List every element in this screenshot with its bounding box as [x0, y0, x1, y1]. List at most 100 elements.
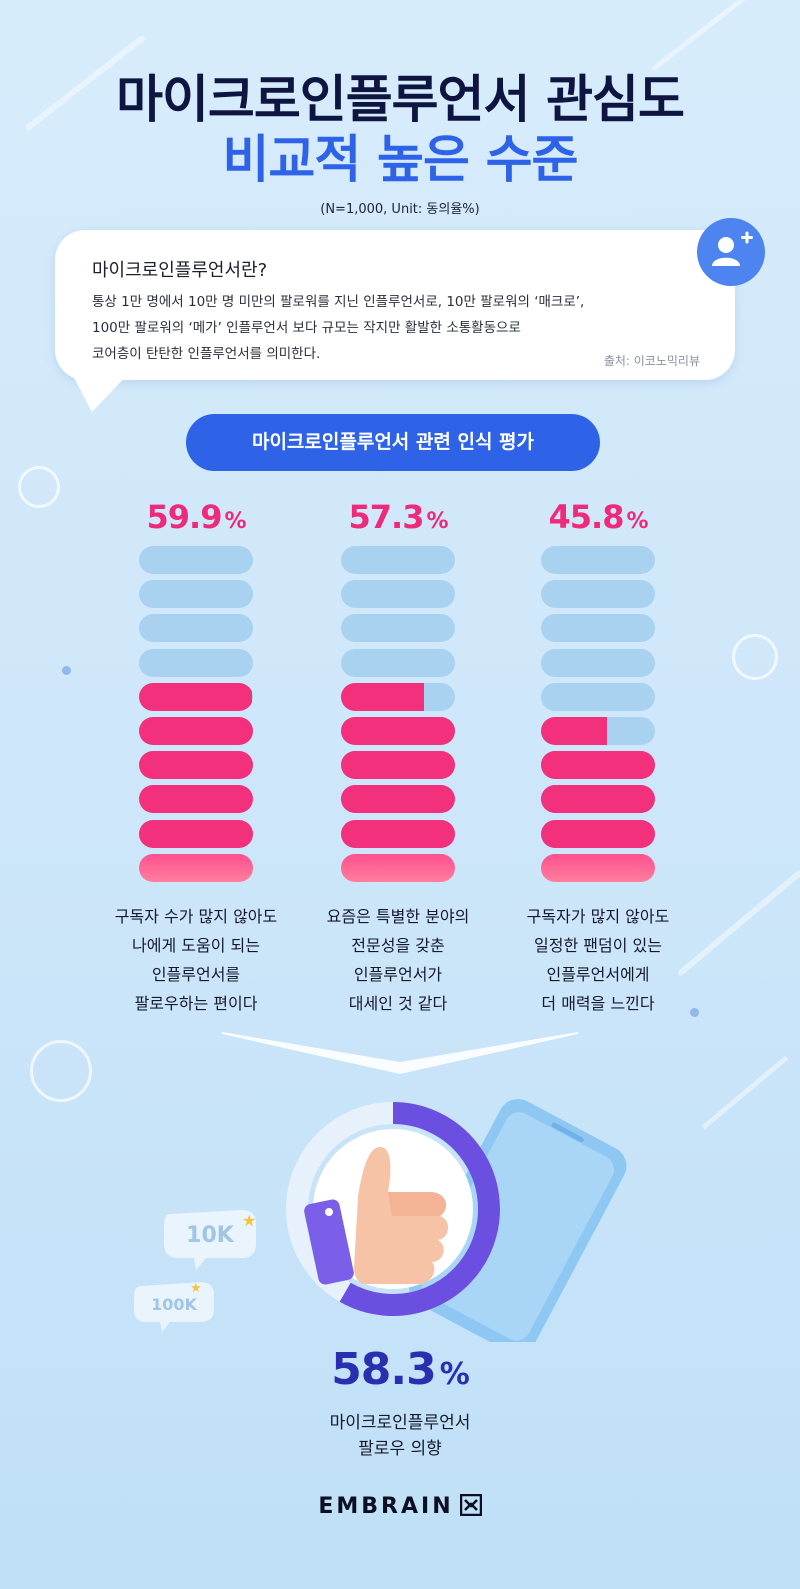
bar-segment: [541, 648, 655, 677]
brand-logo: EMBRAIN: [0, 1494, 800, 1519]
bar-segment: [139, 614, 253, 643]
bar-segment-fill: [341, 853, 455, 882]
decor-ring: [18, 466, 60, 508]
bar-segment: [139, 682, 253, 711]
caption-line: 구독자 수가 많지 않아도: [114, 907, 278, 926]
bar-segment-fill: [541, 751, 655, 780]
bar-segment-fill: [139, 853, 253, 882]
badge-10k: 10K ★: [164, 1210, 256, 1270]
summary-label: 마이크로인플루언서: [329, 1413, 471, 1433]
donut-arc: [339, 1102, 500, 1316]
bar-caption: 구독자가 많지 않아도 일정한 팬덤이 있는 인플루언서에게 더 매력을 느낀다: [488, 902, 708, 1018]
bar-segment: [541, 682, 655, 711]
bar-segment: [139, 819, 253, 848]
bar-segment-fill: [541, 853, 655, 882]
bar-segment: [139, 648, 253, 677]
star-icon: ★: [242, 1211, 256, 1230]
bar-segment-fill: [541, 819, 655, 848]
bar-segment: [341, 853, 455, 882]
bar-segment: [139, 717, 253, 745]
caption-line: 나에게 도움이 되는: [132, 936, 260, 955]
add-user-icon: [697, 218, 765, 286]
bar-column: [341, 546, 455, 888]
bar-column: [541, 546, 655, 888]
definition-line: 통상 1만 명에서 10만 명 미만의 팔로워를 지닌 인플루언서로, 10만 …: [92, 294, 585, 310]
bar-segment-fill: [139, 785, 253, 814]
badge-100k: 100K ★: [134, 1281, 214, 1332]
page-title: 마이크로인플루언서 관심도: [116, 71, 685, 130]
page-subtitle-highlight: 비교적 높은 수준: [222, 131, 579, 190]
summary-label: 팔로우 의향: [358, 1439, 442, 1459]
decor-ring: [732, 634, 778, 680]
sample-note: (N=1,000, Unit: 동의율%): [320, 202, 480, 217]
bar-segment: [139, 853, 253, 882]
caption-line: 대세인 것 같다: [348, 994, 448, 1013]
bar-segment: [139, 580, 253, 609]
bar-segment: [341, 682, 455, 711]
bar-segment-fill: [541, 717, 608, 745]
brand-name: EMBRAIN: [318, 1494, 454, 1519]
bar-segment: [341, 751, 455, 780]
bar-segment-fill: [341, 819, 455, 848]
definition-line: 100만 팔로워의 ‘메가’ 인플루언서 보다 규모는 작지만 활발한 소통활동…: [92, 320, 521, 336]
bar-value-label: 45.8%: [548, 498, 649, 536]
caption-line: 구독자가 많지 않아도: [526, 907, 670, 926]
bar-value-label: 57.3%: [348, 498, 449, 536]
bar-segment-fill: [341, 717, 455, 745]
decor-dot: [62, 666, 71, 675]
bar-segment: [541, 853, 655, 882]
bar-segment-fill: [139, 751, 253, 780]
definition-bubble: [55, 230, 735, 380]
bar-segment: [541, 751, 655, 780]
bar-segment-fill: [341, 751, 455, 780]
caption-line: 인플루언서에게: [546, 965, 650, 984]
caption-line: 요즘은 특별한 분야의: [326, 907, 470, 926]
definition-heading: 마이크로인플루언서란?: [92, 260, 268, 281]
section-divider: [222, 1032, 578, 1074]
bubble-tail: [70, 370, 132, 412]
bar-segment: [541, 614, 655, 643]
embrain-logo-icon: [459, 1494, 482, 1516]
bar-segment: [139, 751, 253, 780]
bar-segment: [341, 546, 455, 574]
bar-segment: [541, 717, 655, 745]
bar-segment: [139, 785, 253, 814]
badge-100k-text: 100K: [151, 1295, 197, 1314]
star-icon: ★: [190, 1281, 202, 1296]
caption-line: 전문성을 갖춘: [351, 936, 445, 955]
bar-segment: [341, 648, 455, 677]
bar-segment: [541, 819, 655, 848]
summary-value: 58.3%: [331, 1344, 470, 1395]
caption-line: 팔로우하는 편이다: [134, 994, 258, 1013]
bar-segment: [341, 614, 455, 643]
decor-line: [701, 1055, 789, 1130]
caption-line: 인플루언서를: [151, 965, 241, 984]
bar-segment: [341, 785, 455, 814]
definition-source: 출처: 이코노믹리뷰: [603, 354, 700, 368]
bar-segment-fill: [139, 717, 253, 745]
bar-segment-fill: [541, 785, 655, 814]
bar-segment: [341, 717, 455, 745]
decor-ring: [30, 1040, 92, 1102]
caption-line: 더 매력을 느낀다: [541, 994, 655, 1013]
bar-segment: [541, 580, 655, 609]
caption-line: 일정한 팬덤이 있는: [534, 936, 662, 955]
bar-segment: [341, 580, 455, 609]
bar-segment-fill: [341, 682, 425, 711]
hero-illustration: 10K ★ 100K ★: [134, 1099, 627, 1342]
bar-segment: [541, 785, 655, 814]
bar-segment: [541, 546, 655, 574]
bar-segment-fill: [341, 785, 455, 814]
bar-segment: [139, 546, 253, 574]
definition-line: 코어층이 탄탄한 인플루언서를 의미한다.: [92, 346, 321, 362]
bar-value-label: 59.9%: [146, 498, 247, 536]
bar-segment-fill: [139, 682, 252, 711]
thumbs-up-icon: [304, 1147, 449, 1285]
bar-segment: [341, 819, 455, 848]
bar-caption: 구독자 수가 많지 않아도 나에게 도움이 되는 인플루언서를 팔로우하는 편이…: [86, 902, 306, 1018]
badge-10k-text: 10K: [186, 1223, 235, 1248]
section-title: 마이크로인플루언서 관련 인식 평가: [186, 414, 600, 471]
bar-segment-fill: [139, 819, 253, 848]
decor-dot: [690, 1008, 699, 1017]
